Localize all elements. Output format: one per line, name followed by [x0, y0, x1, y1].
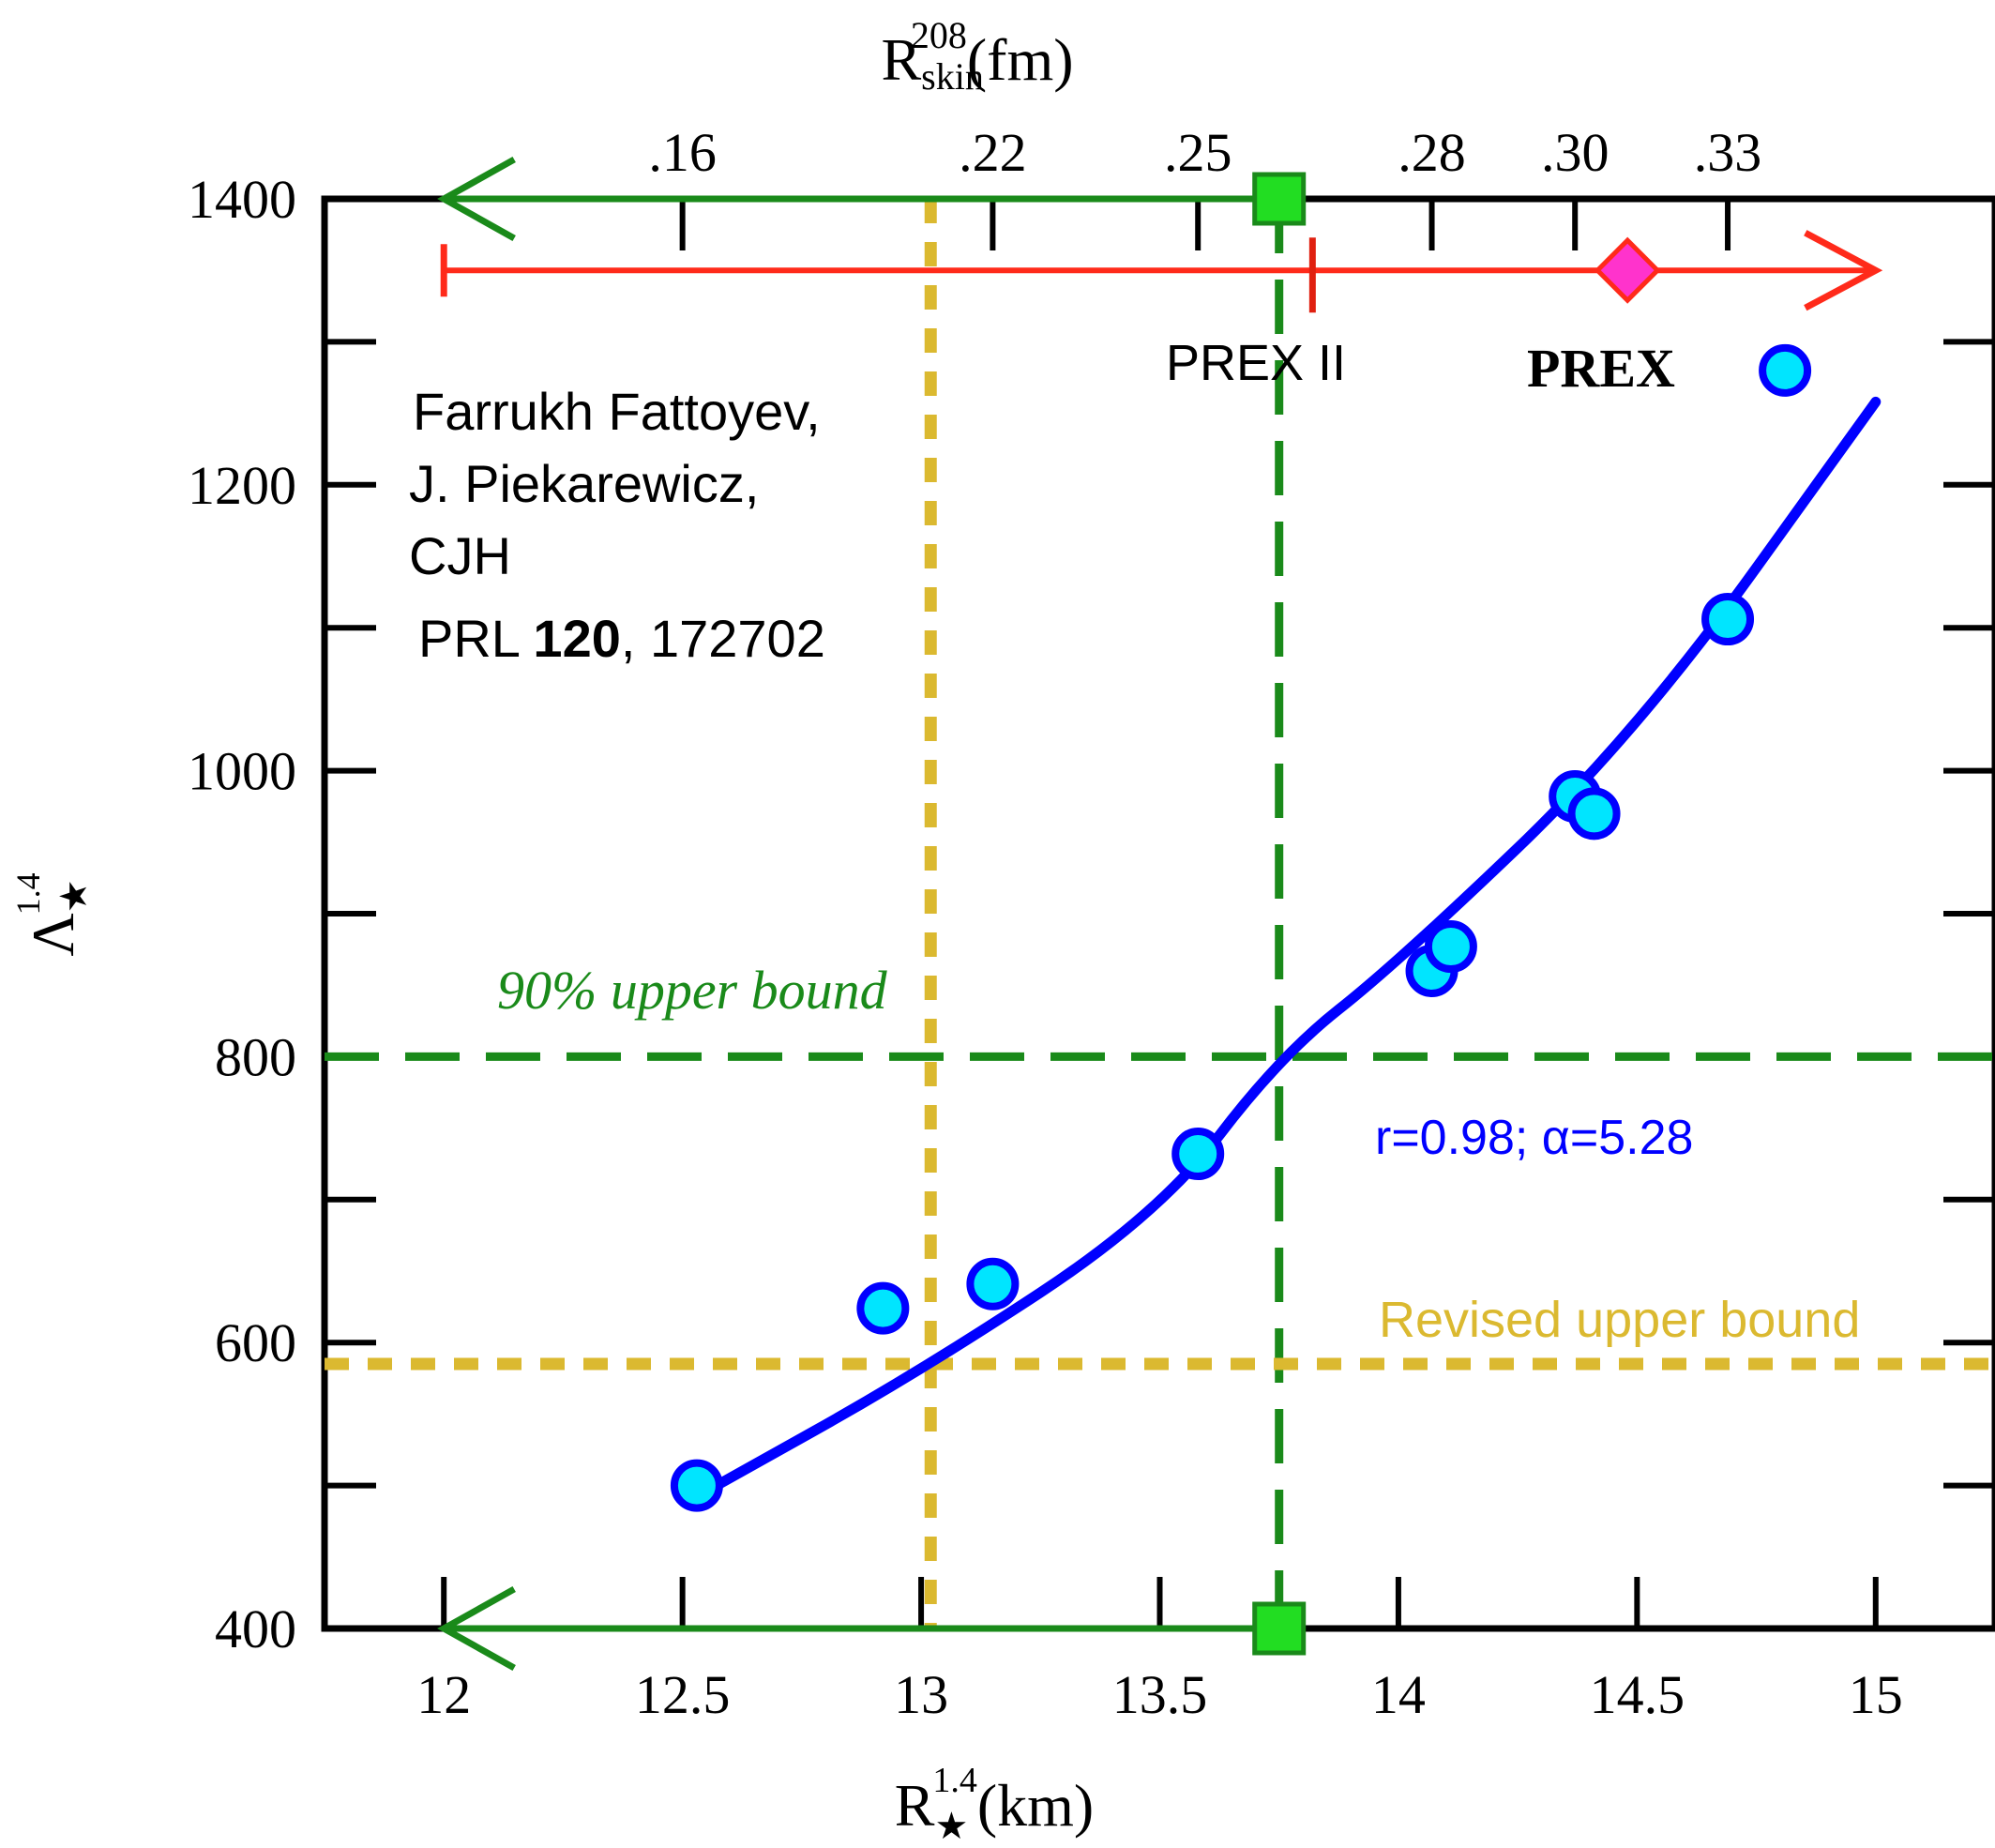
reference-lines	[325, 199, 1995, 1628]
green-square-marker-top	[1252, 172, 1307, 226]
data-point-7	[1567, 787, 1621, 841]
x-tick-label-6: 15	[1849, 1664, 1903, 1725]
x2-tick-label-4: .30	[1541, 122, 1610, 183]
ticks-layer: 12 12.5 13 13.5 14 14.5 15 .16 .22 .25 .28 .30 .33 40…	[188, 122, 1995, 1725]
ref-volume: 120	[533, 609, 620, 668]
y-tick-label-0: 400	[215, 1598, 296, 1659]
bound90-label: 90% upper bound	[497, 960, 888, 1021]
x-tick-label-1: 12.5	[635, 1664, 731, 1725]
data-point-0	[670, 1459, 723, 1512]
ref-suffix: , 172702	[621, 609, 825, 668]
authors-line-3: CJH	[409, 526, 511, 585]
x2-axis-label-main: R	[881, 26, 921, 93]
green-arrow-top-head	[437, 156, 516, 242]
y-tick-label-5: 1400	[188, 169, 296, 230]
x-tick-label-5: 14.5	[1590, 1664, 1685, 1725]
reference-citation: PRL 120, 172702	[418, 609, 825, 668]
y-tick-label-4: 1200	[188, 455, 296, 516]
y-axis-label-sup: 1.4	[9, 872, 47, 915]
data-point-5	[1424, 920, 1477, 974]
prex-label: PREX	[1527, 338, 1675, 399]
overlay-layer	[437, 156, 1883, 1672]
x2-tick-label-3: .28	[1398, 122, 1466, 183]
x-axis-label: R★ 1.4(km)	[895, 1761, 1094, 1847]
x-axis-label-main: R	[895, 1772, 935, 1839]
y-axis-label: Λ★1.4	[9, 872, 95, 956]
x-axis-label-sup: 1.4	[932, 1761, 977, 1800]
y-axis-label-main: Λ	[20, 913, 86, 956]
x2-tick-label-1: .22	[959, 122, 1027, 183]
x-tick-label-0: 12	[416, 1664, 471, 1725]
revised-bound-label: Revised upper bound	[1379, 1292, 1860, 1348]
data-point-3	[1171, 1128, 1225, 1181]
data-point-1	[856, 1281, 910, 1335]
x-tick-label-3: 13.5	[1112, 1664, 1208, 1725]
x-axis-label-unit: (km)	[977, 1772, 1094, 1839]
x2-tick-label-2: .25	[1164, 122, 1232, 183]
red-arrow-head	[1804, 230, 1883, 311]
prex2-label: PREX II	[1166, 335, 1346, 391]
ref-prefix: PRL	[418, 609, 533, 668]
y-tick-label-3: 1000	[188, 741, 296, 802]
green-square-marker-bottom	[1252, 1601, 1307, 1656]
points-layer	[670, 343, 1812, 1512]
x-tick-label-2: 13	[894, 1664, 948, 1725]
data-point-8	[1701, 593, 1755, 646]
fit-stats-label: r=0.98; α=5.28	[1375, 1111, 1693, 1165]
x2-tick-label-0: .16	[648, 122, 717, 183]
authors-line-2: J. Piekarewicz,	[409, 454, 759, 513]
x-axis-label-sub: ★	[934, 1805, 968, 1847]
y-tick-label-2: 800	[215, 1026, 296, 1087]
x-tick-label-4: 14	[1371, 1664, 1426, 1725]
x2-tick-label-5: .33	[1694, 122, 1762, 183]
prex-diamond-marker	[1594, 236, 1661, 304]
y-axis-label-sub: ★	[53, 879, 95, 913]
x2-axis-label-unit: (fm)	[967, 26, 1074, 93]
x2-axis-label-sup: 208	[911, 14, 967, 56]
x2-axis-label: Rskin208(fm)	[881, 14, 1073, 98]
data-point-2	[966, 1257, 1020, 1310]
y-tick-label-1: 600	[215, 1312, 296, 1373]
authors-line-1: Farrukh Fattoyev,	[413, 382, 821, 441]
green-arrow-bottom-head	[437, 1585, 516, 1672]
x2-axis-label-sub: skin	[921, 55, 984, 98]
data-point-9	[1759, 343, 1812, 397]
